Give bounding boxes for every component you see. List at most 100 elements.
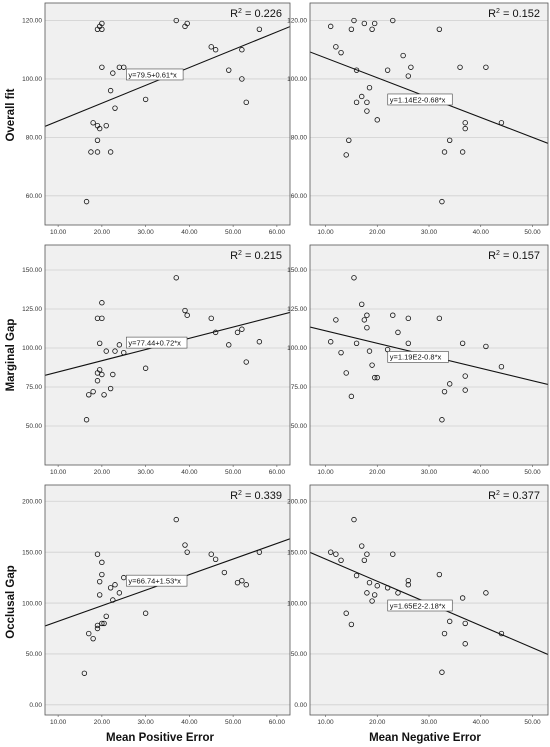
- data-point: [371, 20, 378, 27]
- data-point: [107, 585, 114, 591]
- data-point: [348, 621, 355, 628]
- data-point: [353, 99, 360, 106]
- scatter-panel-1-1: 50.00 75.00 100.00 125.00 150.00 10.00 20.00 30…: [287, 244, 549, 476]
- r-squared-label: R2 = 0.226: [230, 8, 282, 20]
- data-point: [400, 52, 406, 59]
- data-point: [243, 582, 249, 588]
- data-point: [99, 571, 105, 578]
- data-point: [226, 67, 232, 73]
- x-tick-label: 40.00: [473, 229, 490, 236]
- data-point: [234, 329, 241, 336]
- col-label-mean-negative-error: Mean Negative Error: [369, 732, 481, 744]
- data-point: [408, 64, 414, 70]
- data-point: [369, 26, 375, 32]
- data-point: [459, 149, 466, 155]
- data-point: [110, 597, 116, 603]
- data-point: [359, 301, 365, 307]
- data-point: [182, 307, 188, 314]
- data-point: [86, 392, 92, 398]
- data-point: [107, 149, 114, 155]
- y-tick-label: 125.00: [22, 306, 42, 313]
- data-point: [483, 343, 489, 350]
- data-point: [405, 582, 412, 588]
- x-tick-label: 10.00: [50, 719, 67, 726]
- data-point: [333, 44, 339, 50]
- data-point: [462, 373, 468, 379]
- data-point: [226, 342, 232, 348]
- y-tick-label: 125.00: [287, 306, 307, 313]
- data-point: [446, 381, 453, 387]
- equation-box: [387, 351, 449, 363]
- data-point: [88, 149, 94, 155]
- data-point: [184, 20, 190, 27]
- row-label-marginal-gap: Marginal Gap: [5, 319, 17, 392]
- x-tick-label: 50.00: [524, 469, 541, 476]
- data-point: [446, 618, 453, 625]
- data-point: [112, 582, 118, 588]
- data-point: [327, 549, 334, 555]
- x-tick-label: 10.00: [50, 229, 67, 236]
- r-squared-label: R2 = 0.157: [488, 250, 540, 262]
- y-tick-label: 75.00: [26, 384, 43, 391]
- data-point: [256, 549, 263, 555]
- data-point: [353, 340, 360, 346]
- x-tick-label: 30.00: [137, 719, 154, 726]
- data-point: [142, 365, 149, 371]
- x-tick-label: 50.00: [225, 229, 242, 236]
- equation-text: y=79.5+0.61*x: [128, 70, 177, 79]
- data-point: [94, 551, 101, 557]
- data-point: [121, 64, 127, 70]
- y-tick-label: 120.00: [22, 18, 42, 25]
- data-point: [208, 315, 214, 322]
- x-tick-label: 10.00: [50, 469, 67, 476]
- data-point: [256, 26, 263, 32]
- x-tick-label: 50.00: [225, 469, 242, 476]
- data-point: [173, 17, 179, 24]
- data-point: [390, 312, 396, 318]
- data-point: [173, 516, 179, 523]
- row-label-overall-fit: Overall fit: [5, 88, 17, 141]
- data-point: [112, 348, 118, 354]
- y-tick-label: 60.00: [291, 193, 308, 200]
- plot-border: [44, 484, 291, 716]
- equation-label: y=77.44+0.72*x: [126, 336, 188, 349]
- data-point: [364, 324, 370, 331]
- data-point: [327, 339, 334, 345]
- x-tick-label: 20.00: [94, 719, 111, 726]
- data-point: [353, 67, 360, 73]
- x-tick-label: 40.00: [473, 719, 490, 726]
- data-point: [361, 557, 368, 564]
- x-tick-label: 10.00: [317, 469, 334, 476]
- data-point: [338, 557, 344, 564]
- data-point: [390, 17, 396, 24]
- equation-text: y=66.74+1.53*x: [128, 576, 181, 585]
- data-point: [184, 312, 190, 318]
- data-point: [483, 590, 489, 596]
- y-tick-label: 75.00: [291, 384, 308, 391]
- data-point: [110, 371, 116, 378]
- data-point: [395, 590, 401, 596]
- data-point: [96, 367, 103, 373]
- data-point: [173, 275, 179, 281]
- data-point: [90, 120, 96, 126]
- data-point: [256, 339, 263, 345]
- data-point: [405, 340, 412, 346]
- data-point: [498, 120, 505, 126]
- data-point: [221, 569, 228, 576]
- data-point: [459, 595, 466, 601]
- data-point: [462, 120, 468, 126]
- plot-border: [309, 244, 549, 466]
- x-tick-label: 60.00: [269, 229, 286, 236]
- data-point: [103, 348, 109, 354]
- equation-label: y=79.5+0.61*x: [126, 68, 184, 81]
- x-tick-label: 40.00: [181, 229, 198, 236]
- equation-text: y=1.65E2-2.18*x: [390, 601, 446, 610]
- data-point: [81, 670, 88, 676]
- y-tick-label: 0.00: [294, 702, 307, 709]
- data-point: [182, 542, 188, 548]
- data-point: [99, 620, 105, 627]
- data-point: [359, 93, 365, 100]
- data-point: [441, 149, 448, 155]
- data-point: [333, 551, 339, 557]
- data-point: [96, 125, 103, 132]
